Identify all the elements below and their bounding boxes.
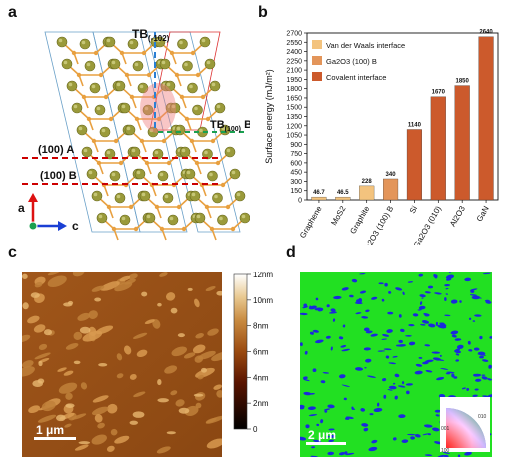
- unit-cell-2: [92, 31, 188, 233]
- tb100-label: TB(100) B: [210, 119, 250, 133]
- ipf-label-010: 010: [478, 414, 487, 420]
- afm-colorbar: 12nm 10nm 8nm 6nm 4nm 2nm 0: [233, 272, 273, 434]
- x-tick-label: Graphene: [298, 204, 324, 240]
- boundary-highlight: [140, 83, 176, 133]
- colorbar-tick-label: 10nm: [253, 296, 273, 305]
- y-tick-label: 1800: [286, 86, 302, 93]
- colorbar-tick-label: 8nm: [253, 322, 269, 331]
- bar: [311, 196, 327, 201]
- y-tick-label: 750: [290, 151, 302, 158]
- bar: [430, 96, 446, 201]
- panel-label-a: a: [8, 4, 17, 21]
- bar-value-label: 1670: [432, 90, 446, 96]
- bar-value-label: 340: [386, 172, 397, 178]
- ebsd-orientation-map: 001 010 100 2 μm: [300, 272, 492, 457]
- afm-scalebar: [34, 437, 76, 440]
- legend-label: Van der Waals interface: [326, 41, 405, 50]
- y-tick-label: 1650: [286, 95, 302, 102]
- y-tick-label: 2700: [286, 31, 302, 38]
- crystal-structure-diagram: TB(-102) TB(100) B (100) A (100) B a c: [18, 27, 250, 241]
- afm-height-map: 1 μm: [22, 272, 222, 457]
- y-tick-label: 2400: [286, 49, 302, 56]
- y-tick-label: 150: [290, 188, 302, 195]
- surface-energy-chart: 0 150 300 450 600 750 900 1050 1200 1350 1500 1650 1…: [264, 30, 499, 245]
- panel-label-d: d: [286, 244, 296, 261]
- bar-value-label: 2640: [479, 30, 493, 36]
- bar-value-label: 46.5: [337, 190, 349, 196]
- legend-swatch: [312, 40, 322, 49]
- ipf-label-001: 001: [441, 426, 450, 432]
- colorbar-tick-label: 6nm: [253, 348, 269, 357]
- ebsd-scalebar: [306, 442, 346, 445]
- bar: [478, 36, 494, 201]
- y-tick-label: 1050: [286, 133, 302, 140]
- bar: [454, 85, 470, 201]
- axis-origin: [28, 221, 38, 231]
- x-tick-label: MoS2: [329, 204, 348, 227]
- x-tick-label: Al2O3: [448, 204, 467, 228]
- x-tick-label: GaN: [475, 204, 491, 223]
- plane-a-label: (100) A: [38, 144, 74, 156]
- colorbar-labels: 12nm 10nm 8nm 6nm 4nm 2nm 0: [247, 272, 273, 434]
- atom-lattice: [56, 36, 250, 241]
- y-tick-label: 2550: [286, 40, 302, 47]
- y-tick-label: 1350: [286, 114, 302, 121]
- ipf-legend: 001 010 100: [440, 397, 490, 454]
- legend-label: Ga2O3 (100) B: [326, 57, 377, 66]
- y-axis-label: Surface energy (mJ/m²): [264, 69, 274, 164]
- y-tick-label: 900: [290, 142, 302, 149]
- legend-swatch: [312, 72, 322, 81]
- colorbar-tick-label: 0: [253, 425, 258, 434]
- afm-scalebar-label: 1 μm: [36, 423, 64, 437]
- y-tick-label: 2250: [286, 58, 302, 65]
- legend-label: Covalent interface: [326, 73, 386, 82]
- axis-c-label: c: [72, 219, 79, 233]
- axis-a-label: a: [18, 201, 25, 215]
- x-tick-label: Graphite: [348, 204, 371, 236]
- x-tick-label: Si: [408, 204, 419, 215]
- y-tick-label: 1200: [286, 123, 302, 130]
- y-tick-label: 1500: [286, 105, 302, 112]
- colorbar-tick-label: 4nm: [253, 373, 269, 382]
- y-tick-label: 450: [290, 170, 302, 177]
- y-tick-label: 1950: [286, 77, 302, 84]
- colorbar-tick-label: 12nm: [253, 272, 273, 279]
- ebsd-scalebar-label: 2 μm: [308, 428, 336, 442]
- tb-label: TB(-102): [132, 27, 170, 43]
- bar: [359, 185, 375, 201]
- y-tick-label: 0: [298, 198, 302, 205]
- bar: [383, 178, 399, 201]
- bar-value-label: 46.7: [313, 190, 325, 196]
- y-tick-label: 600: [290, 160, 302, 167]
- bar-value-label: 228: [362, 179, 373, 185]
- afm-islands: [22, 272, 222, 454]
- y-tick-label: 2100: [286, 68, 302, 75]
- panel-label-c: c: [8, 244, 17, 261]
- bar-value-label: 1850: [456, 79, 470, 85]
- colorbar-tick-label: 2nm: [253, 399, 269, 408]
- bar: [335, 196, 351, 201]
- legend-swatch: [312, 56, 322, 65]
- y-tick-label: 300: [290, 179, 302, 186]
- bar-value-label: 1140: [408, 122, 422, 128]
- ipf-label-100: 100: [441, 448, 450, 454]
- bar: [406, 129, 422, 201]
- plane-b-label: (100) B: [40, 170, 77, 182]
- panel-label-b: b: [258, 4, 268, 21]
